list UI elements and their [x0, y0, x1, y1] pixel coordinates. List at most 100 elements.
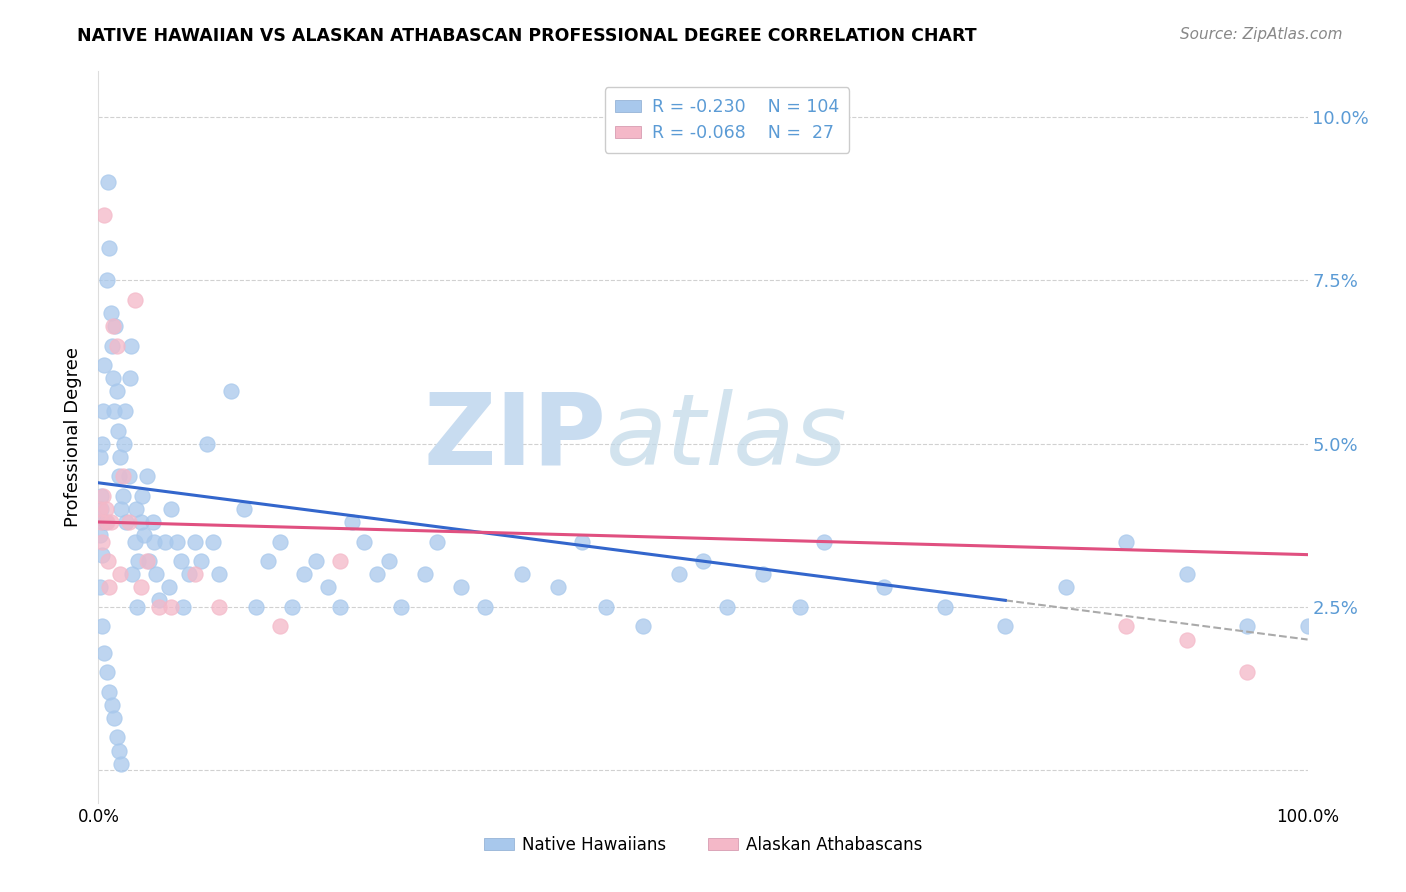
- Point: [692, 554, 714, 568]
- Point: [93, 358, 115, 372]
- Point: [134, 528, 156, 542]
- Point: [571, 534, 593, 549]
- Point: [202, 534, 225, 549]
- Point: [100, 338, 122, 352]
- Point: [342, 515, 364, 529]
- Point: [129, 580, 152, 594]
- Point: [510, 567, 533, 582]
- Point: [131, 489, 153, 503]
- Point: [329, 554, 352, 568]
- Point: [1054, 580, 1077, 594]
- Point: [89, 580, 111, 594]
- Point: [232, 502, 254, 516]
- Point: [108, 567, 131, 582]
- Point: [108, 743, 131, 757]
- Point: [138, 554, 160, 568]
- Point: [160, 502, 183, 516]
- Point: [208, 599, 231, 614]
- Point: [668, 567, 690, 582]
- Text: atlas: atlas: [606, 389, 848, 485]
- Point: [110, 756, 132, 771]
- Point: [135, 469, 157, 483]
- Text: NATIVE HAWAIIAN VS ALASKAN ATHABASCAN PROFESSIONAL DEGREE CORRELATION CHART: NATIVE HAWAIIAN VS ALASKAN ATHABASCAN PR…: [77, 27, 977, 45]
- Point: [97, 554, 120, 568]
- Point: [98, 241, 121, 255]
- Point: [91, 548, 114, 562]
- Point: [89, 450, 111, 464]
- Point: [100, 698, 122, 712]
- Point: [97, 175, 120, 189]
- Point: [994, 619, 1017, 633]
- Text: Source: ZipAtlas.com: Source: ZipAtlas.com: [1180, 27, 1343, 42]
- Point: [105, 731, 128, 745]
- Point: [107, 424, 129, 438]
- Point: [135, 554, 157, 568]
- Point: [1115, 534, 1137, 549]
- Point: [190, 554, 212, 568]
- Point: [121, 567, 143, 582]
- Point: [90, 489, 112, 503]
- Point: [124, 293, 146, 307]
- Point: [108, 450, 131, 464]
- Point: [1236, 619, 1258, 633]
- Point: [157, 580, 180, 594]
- Point: [118, 515, 141, 529]
- Point: [103, 404, 125, 418]
- Point: [104, 319, 127, 334]
- Point: [145, 567, 167, 582]
- Point: [96, 515, 118, 529]
- Point: [91, 436, 114, 450]
- Point: [329, 599, 352, 614]
- Point: [595, 599, 617, 614]
- Point: [316, 580, 339, 594]
- Point: [1236, 665, 1258, 680]
- Point: [108, 469, 131, 483]
- Point: [1115, 619, 1137, 633]
- Point: [100, 515, 122, 529]
- Point: [413, 567, 436, 582]
- Point: [934, 599, 956, 614]
- Point: [377, 554, 399, 568]
- Point: [169, 554, 191, 568]
- Point: [118, 371, 141, 385]
- Point: [366, 567, 388, 582]
- Point: [172, 599, 194, 614]
- Point: [96, 273, 118, 287]
- Point: [103, 711, 125, 725]
- Point: [148, 593, 170, 607]
- Point: [305, 554, 328, 568]
- Point: [118, 469, 141, 483]
- Point: [184, 534, 207, 549]
- Point: [91, 619, 114, 633]
- Point: [269, 534, 291, 549]
- Y-axis label: Professional Degree: Professional Degree: [65, 347, 83, 527]
- Point: [166, 534, 188, 549]
- Point: [160, 599, 183, 614]
- Point: [281, 599, 304, 614]
- Point: [120, 338, 142, 352]
- Point: [148, 599, 170, 614]
- Point: [94, 515, 117, 529]
- Point: [1175, 567, 1198, 582]
- Point: [292, 567, 315, 582]
- Point: [111, 469, 134, 483]
- Point: [474, 599, 496, 614]
- Point: [114, 404, 136, 418]
- Point: [98, 580, 121, 594]
- Point: [752, 567, 775, 582]
- Point: [105, 384, 128, 399]
- Point: [91, 534, 114, 549]
- Point: [93, 646, 115, 660]
- Point: [101, 371, 124, 385]
- Point: [129, 515, 152, 529]
- Point: [426, 534, 449, 549]
- Point: [142, 515, 165, 529]
- Point: [208, 567, 231, 582]
- Point: [124, 534, 146, 549]
- Point: [91, 489, 114, 503]
- Point: [789, 599, 811, 614]
- Point: [89, 502, 111, 516]
- Point: [115, 515, 138, 529]
- Point: [353, 534, 375, 549]
- Point: [143, 534, 166, 549]
